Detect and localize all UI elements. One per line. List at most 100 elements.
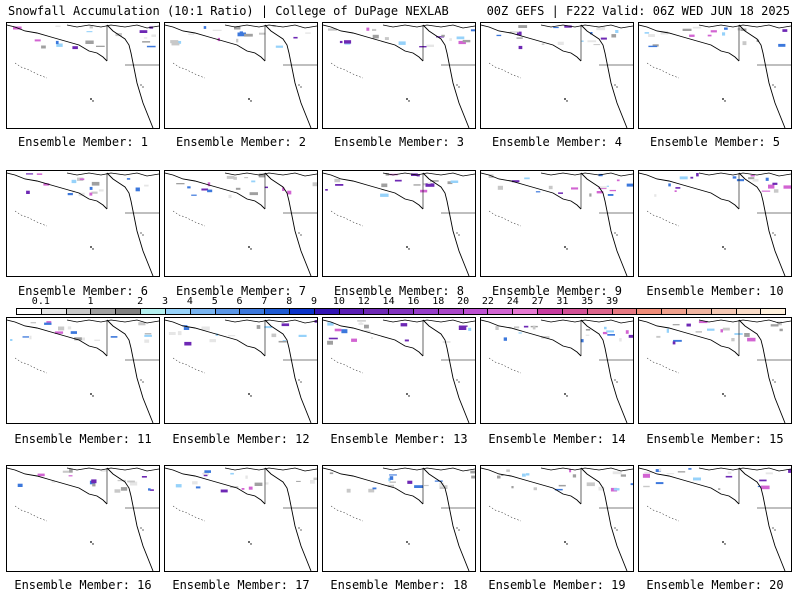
coastline — [224, 172, 317, 177]
colorbar-tick-label: 8 — [286, 296, 293, 307]
snowfall-shading — [43, 183, 50, 186]
coastline — [639, 172, 740, 210]
ensemble-map-panel — [322, 317, 476, 424]
coastline — [422, 172, 470, 276]
colorbar-swatch — [389, 309, 414, 314]
island-chain — [14, 62, 48, 79]
snowfall-shading — [275, 45, 283, 48]
snowfall-shading — [310, 480, 315, 484]
coastline — [106, 24, 154, 128]
island — [140, 232, 142, 234]
snowfall-shading — [585, 329, 591, 331]
snowfall-shading — [673, 339, 682, 342]
colorbar-swatch — [314, 309, 340, 314]
island — [406, 541, 408, 543]
colorbar-tick-label: 9 — [311, 296, 318, 307]
island-chain — [330, 505, 364, 522]
map-svg — [323, 467, 475, 571]
snowfall-shading — [407, 480, 413, 484]
snowfall-shading — [648, 45, 658, 48]
coastline — [165, 172, 266, 210]
island-chain — [330, 62, 364, 79]
colorbar-swatch — [736, 309, 762, 314]
snowfall-shading — [293, 36, 298, 39]
snowfall-shading — [394, 179, 402, 182]
snowfall-shading — [91, 479, 97, 484]
snowfall-shading — [518, 45, 523, 50]
island-chain — [330, 210, 364, 227]
snowfall-shading — [557, 41, 564, 45]
map-svg — [165, 172, 317, 276]
colorbar-labels: 0.1 1 2 3 4 5 6 7 8 9 10 12 14 16 18 20 22 24 27 31 35 39 — [16, 296, 786, 308]
ensemble-map-panel — [480, 22, 634, 129]
snowfall-shading — [203, 472, 209, 475]
snowfall-shading — [625, 330, 629, 334]
snowfall-shading — [138, 322, 146, 326]
snowfall-shading — [642, 473, 650, 478]
island — [90, 393, 92, 395]
snowfall-shading — [747, 337, 756, 342]
colorbar-swatch — [165, 309, 191, 314]
snowfall-shading — [778, 43, 786, 47]
snowfall-shading — [334, 178, 341, 183]
colorbar-swatch — [141, 309, 166, 314]
snowfall-shading — [54, 331, 64, 334]
snowfall-shading — [151, 34, 156, 37]
snowfall-shading — [414, 485, 424, 488]
coastline — [106, 172, 154, 276]
snowfall-shading — [630, 483, 633, 486]
snowfall-shading — [644, 32, 650, 34]
island — [566, 543, 568, 545]
coastline — [382, 172, 475, 177]
island — [92, 395, 94, 397]
snowfall-shading — [68, 475, 73, 477]
snowfall-shading — [296, 480, 301, 482]
ensemble-map-panel — [164, 465, 318, 572]
ensemble-member-label: Ensemble Member: 18 — [330, 578, 468, 592]
colorbar-swatch — [612, 309, 638, 314]
snowfall-shading — [541, 43, 545, 45]
coastline — [698, 467, 791, 472]
snowfall-shading — [228, 194, 232, 199]
snowfall-shading — [71, 179, 77, 184]
snowfall-shading — [101, 469, 107, 472]
snowfall-shading — [195, 486, 201, 489]
snowfall-shading — [36, 173, 43, 175]
ensemble-member-label: Ensemble Member: 6 — [17, 284, 149, 298]
snowfall-shading — [226, 175, 235, 179]
snowfall-shading — [656, 335, 661, 338]
snowfall-shading — [72, 46, 78, 50]
snowfall-shading — [175, 484, 182, 488]
island-chain — [14, 357, 48, 374]
snowfall-shading — [244, 33, 253, 37]
snowfall-shading — [616, 179, 620, 182]
snowfall-shading — [92, 483, 96, 487]
island — [564, 541, 566, 543]
snowfall-shading — [593, 44, 601, 46]
snowfall-shading — [339, 40, 343, 44]
snowfall-shading — [695, 331, 702, 333]
snowfall-shading — [468, 327, 472, 331]
snowfall-shading — [689, 34, 695, 37]
coastline — [481, 172, 582, 210]
snowfall-shading — [372, 487, 377, 490]
snowfall-shading — [424, 484, 429, 487]
map-svg — [323, 319, 475, 423]
snowfall-shading — [727, 471, 732, 474]
snowfall-shading — [609, 189, 616, 192]
snowfall-shading — [325, 189, 328, 191]
snowfall-shading — [426, 44, 434, 47]
map-svg — [7, 172, 159, 276]
snowfall-shading — [230, 472, 234, 475]
island — [90, 541, 92, 543]
snowfall-shading — [89, 192, 93, 196]
snowfall-shading — [628, 334, 633, 338]
snowfall-shading — [456, 36, 465, 40]
island — [456, 84, 458, 86]
island — [300, 529, 302, 531]
snowfall-shading — [120, 487, 128, 491]
snowfall-shading — [89, 26, 93, 29]
coastline — [738, 319, 786, 423]
snowfall-shading — [298, 334, 307, 337]
island — [456, 527, 458, 529]
